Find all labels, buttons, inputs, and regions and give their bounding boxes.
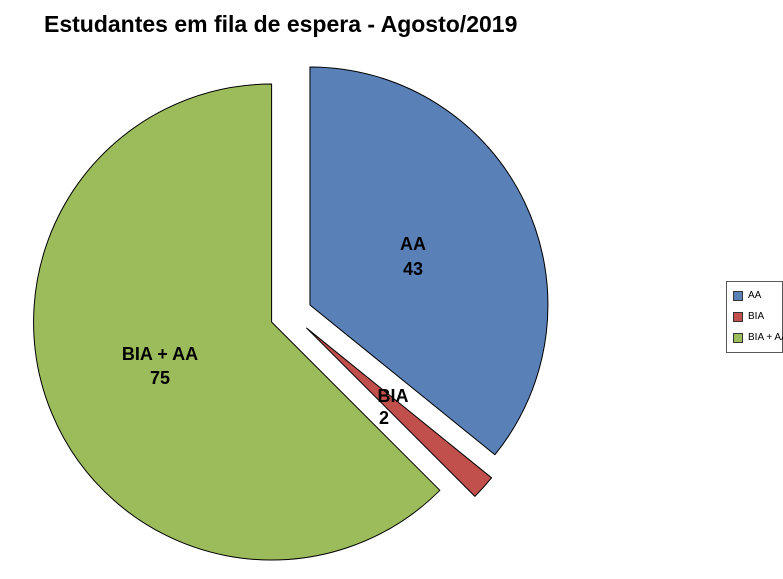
slice-label-bia-value: 2 [379, 408, 389, 428]
legend-label-bia-aa: BIA + AA [748, 332, 783, 343]
legend-item-aa[interactable]: AA [733, 289, 782, 303]
slice-label-aa-name: AA [400, 234, 426, 254]
legend-item-bia-aa[interactable]: BIA + AA [733, 331, 783, 345]
legend: AA BIA BIA + AA [726, 281, 783, 353]
legend-swatch-aa [733, 291, 743, 301]
chart-title: Estudantes em fila de espera - Agosto/20… [44, 11, 518, 37]
pie-slice-bia[interactable] [306, 327, 493, 497]
slice-label-bia-name: BIA [378, 386, 409, 406]
legend-label-bia: BIA [748, 311, 765, 322]
legend-item-bia[interactable]: BIA [733, 310, 782, 324]
slice-label-bia-aa-name: BIA + AA [122, 344, 198, 364]
legend-swatch-bia [733, 312, 743, 322]
legend-label-aa: AA [748, 290, 762, 301]
pie-slice-aa[interactable] [309, 66, 549, 456]
slice-label-aa-value: 43 [403, 259, 423, 279]
pie-slice-bia-aa[interactable] [33, 83, 441, 561]
legend-swatch-bia-aa [733, 333, 743, 343]
slice-label-bia-aa-value: 75 [150, 368, 170, 388]
